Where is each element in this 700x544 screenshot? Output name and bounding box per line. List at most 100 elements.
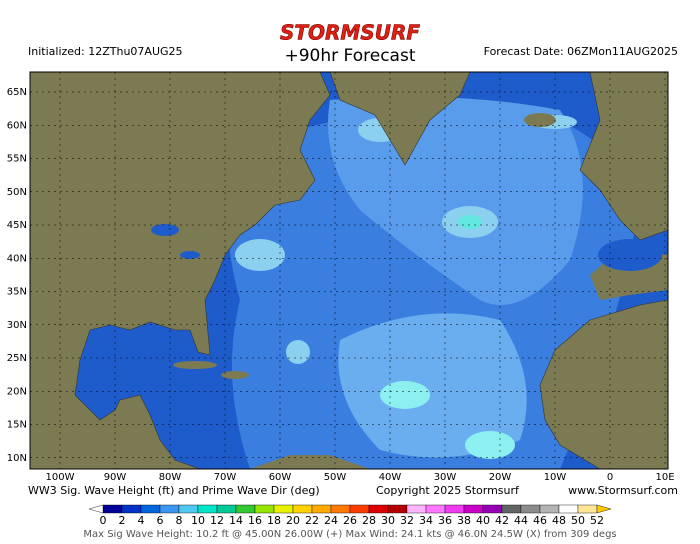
title: +90hr Forecast [285, 46, 416, 66]
colorbar-swatch [539, 504, 560, 514]
colorbar-label: 24 [324, 514, 338, 527]
colorbar-swatch [463, 504, 484, 514]
colorbar-swatch [482, 504, 503, 514]
colorbar-label: 6 [157, 514, 164, 527]
colorbar-swatch [254, 504, 275, 514]
lat-label: 25N [7, 353, 27, 364]
colorbar-label: 16 [248, 514, 262, 527]
colorbar-swatch [311, 504, 332, 514]
lat-label: 10N [7, 453, 27, 464]
lon-label: 30W [434, 472, 457, 483]
land [524, 113, 556, 127]
lon-label: 100W [46, 472, 75, 483]
swell [235, 239, 285, 271]
colorbar-label: 50 [571, 514, 585, 527]
swell [458, 215, 482, 229]
lon-label: 60W [269, 472, 292, 483]
lake [151, 224, 179, 236]
colorbar-swatch [520, 504, 541, 514]
lon-label: 10W [544, 472, 567, 483]
swell [465, 431, 515, 459]
lon-label: 80W [159, 472, 182, 483]
colorbar-label: 0 [100, 514, 107, 527]
lat-label: 35N [7, 287, 27, 298]
colorbar-label: 38 [457, 514, 471, 527]
description: WW3 Sig. Wave Height (ft) and Prime Wave… [28, 484, 320, 497]
ocean-band [338, 313, 527, 458]
colorbar-label: 26 [343, 514, 357, 527]
map-frame [29, 71, 669, 470]
colorbar-swatch [273, 504, 294, 514]
colorbar-swatch [501, 504, 522, 514]
colorbar-label: 40 [476, 514, 490, 527]
lat-label: 20N [7, 386, 27, 397]
colorbar-swatch [178, 504, 199, 514]
colorbar-swatch [121, 504, 142, 514]
colorbar: 0 2 4 6 8 10 12 14 16 18 20 22 24 26 28 30 32 34 36 38 40 42 4… [88, 504, 612, 527]
lon-label: 20W [489, 472, 512, 483]
colorbar-label: 30 [381, 514, 395, 527]
forecast-date: Forecast Date: 06ZMon11AUG2025 [484, 45, 678, 58]
colorbar-swatch [330, 504, 351, 514]
colorbar-swatch [577, 504, 598, 514]
colorbar-label: 44 [514, 514, 528, 527]
land [173, 361, 217, 369]
lat-label: 60N [7, 120, 27, 131]
colorbar-label: 46 [533, 514, 547, 527]
lon-label: 10E [655, 472, 674, 483]
lon-label: 70W [214, 472, 237, 483]
website: www.Stormsurf.com [568, 484, 678, 497]
land [579, 72, 668, 241]
colorbar-label: 10 [191, 514, 205, 527]
colorbar-swatch [349, 504, 370, 514]
colorbar-label: 28 [362, 514, 376, 527]
colorbar-swatch [292, 504, 313, 514]
colorbar-label: 36 [438, 514, 452, 527]
swell [380, 381, 430, 409]
colorbar-swatch [159, 504, 180, 514]
lon-label: 90W [104, 472, 127, 483]
colorbar-swatch [406, 504, 427, 514]
land [329, 72, 471, 166]
initialized: Initialized: 12ZThu07AUG25 [28, 45, 183, 58]
lat-label: 15N [7, 420, 27, 431]
colorbar-swatch [387, 504, 408, 514]
lake [180, 251, 200, 259]
colorbar-swatch [102, 504, 123, 514]
colorbar-label: 2 [119, 514, 126, 527]
colorbar-swatch [368, 504, 389, 514]
colorbar-swatch [444, 504, 465, 514]
colorbar-label: 4 [138, 514, 145, 527]
colorbar-label: 8 [176, 514, 183, 527]
ocean-band [328, 96, 583, 306]
colorbar-label: 32 [400, 514, 414, 527]
colorbar-label: 18 [267, 514, 281, 527]
colorbar-label: 22 [305, 514, 319, 527]
map [30, 72, 668, 469]
footer: Max Sig Wave Height: 10.2 ft @ 45.00N 26… [83, 529, 616, 540]
colorbar-swatch [140, 504, 161, 514]
colorbar-swatch [235, 504, 256, 514]
copyright: Copyright 2025 Stormsurf [376, 484, 520, 497]
lon-label: 0 [607, 472, 613, 483]
colorbar-label: 34 [419, 514, 433, 527]
sea [598, 239, 662, 271]
brand: STORMSURF [280, 21, 420, 45]
graticule [30, 72, 668, 469]
colorbar-label: 48 [552, 514, 566, 527]
lat-label: 55N [7, 154, 27, 165]
colorbar-swatch [558, 504, 579, 514]
colorbar-label: 52 [590, 514, 604, 527]
lat-label: 30N [7, 320, 27, 331]
colorbar-label: 42 [495, 514, 509, 527]
colorbar-end [88, 504, 104, 514]
colorbar-swatch [425, 504, 446, 514]
colorbar-label: 12 [210, 514, 224, 527]
lat-label: 65N [7, 87, 27, 98]
colorbar-end [596, 504, 612, 514]
lon-label: 50W [324, 472, 347, 483]
lat-label: 45N [7, 220, 27, 231]
swell [286, 340, 310, 364]
land [250, 455, 370, 469]
